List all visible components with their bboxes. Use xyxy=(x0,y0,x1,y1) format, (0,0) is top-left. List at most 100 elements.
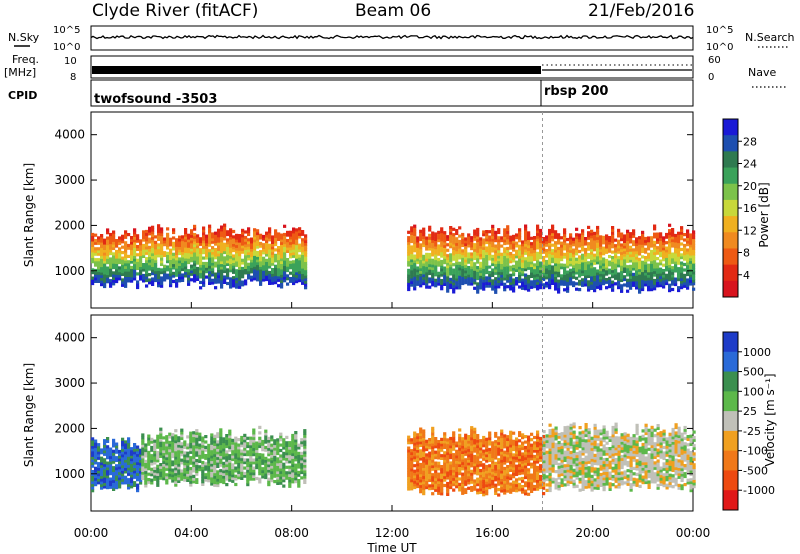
echo-cell xyxy=(626,237,630,242)
echo-cell xyxy=(253,258,257,262)
echo-cell xyxy=(488,281,492,285)
echo-cell xyxy=(246,436,250,440)
echo-cell xyxy=(446,278,450,282)
echo-cell xyxy=(294,433,298,437)
echo-cell xyxy=(141,463,145,467)
echo-cell xyxy=(139,261,143,265)
echo-cell xyxy=(629,286,633,290)
echo-cell xyxy=(222,456,226,460)
echo-cell xyxy=(428,266,432,270)
echo-cell xyxy=(599,251,603,255)
echo-cell xyxy=(563,247,567,251)
beam-title: Beam 06 xyxy=(355,1,431,21)
echo-cell xyxy=(458,452,462,457)
echo-cell xyxy=(103,450,107,454)
echo-cell xyxy=(91,464,95,468)
echo-cell xyxy=(410,460,414,464)
echo-cell xyxy=(175,279,179,283)
echo-cell xyxy=(240,468,244,472)
echo-cell xyxy=(142,273,146,278)
echo-cell xyxy=(246,458,250,462)
echo-cell xyxy=(295,236,299,240)
echo-cell xyxy=(150,473,154,477)
echo-cell xyxy=(292,254,296,258)
echo-cell xyxy=(467,435,471,439)
echo-cell xyxy=(103,279,107,283)
echo-cell xyxy=(584,247,588,252)
echo-cell xyxy=(623,234,627,238)
echo-cell xyxy=(692,279,696,283)
echo-cell xyxy=(174,456,178,460)
echo-cell xyxy=(590,254,594,258)
echo-cell xyxy=(554,257,558,261)
echo-cell xyxy=(250,267,254,271)
echo-cell xyxy=(413,224,417,228)
echo-cell xyxy=(680,226,684,230)
echo-cell xyxy=(91,246,95,250)
echo-cell xyxy=(208,268,212,272)
echo-cell xyxy=(452,252,456,256)
echo-cell xyxy=(271,262,275,266)
echo-cell xyxy=(542,286,546,290)
echo-cell xyxy=(590,278,594,282)
echo-cell xyxy=(566,259,570,263)
echo-cell xyxy=(169,273,173,277)
echo-cell xyxy=(234,469,238,473)
echo-cell xyxy=(626,259,630,263)
echo-cell xyxy=(252,439,256,443)
echo-cell xyxy=(509,455,513,459)
echo-cell xyxy=(464,433,468,437)
echo-cell xyxy=(121,283,125,287)
echo-cell xyxy=(250,237,254,241)
echo-cell xyxy=(255,441,259,445)
echo-cell xyxy=(542,239,546,243)
echo-cell xyxy=(202,261,206,266)
echo-cell xyxy=(273,441,277,446)
echo-cell xyxy=(142,243,146,248)
echo-cell xyxy=(620,235,624,239)
echo-cell xyxy=(665,235,669,239)
echo-cell xyxy=(139,448,143,452)
echo-cell xyxy=(303,480,307,484)
echo-cell xyxy=(455,261,459,265)
echo-cell xyxy=(488,257,492,261)
echo-cell xyxy=(172,255,176,259)
echo-cell xyxy=(174,483,178,487)
echo-cell xyxy=(455,267,459,271)
echo-cell xyxy=(647,277,651,281)
echo-cell xyxy=(623,250,627,254)
echo-cell xyxy=(602,273,606,278)
echo-cell xyxy=(261,467,265,471)
echo-cell xyxy=(449,450,453,454)
echo-cell xyxy=(599,248,603,253)
echo-cell xyxy=(106,447,110,452)
echo-cell xyxy=(584,272,588,276)
echo-cell xyxy=(219,439,223,443)
echo-cell xyxy=(548,267,552,271)
echo-cell xyxy=(109,279,113,283)
echo-cell xyxy=(190,270,194,274)
echo-cell xyxy=(94,271,98,275)
echo-cell xyxy=(94,439,98,443)
echo-cell xyxy=(443,252,447,256)
echo-cell xyxy=(256,237,260,241)
echo-cell xyxy=(226,271,230,275)
echo-cell xyxy=(186,459,190,463)
echo-cell xyxy=(241,236,245,241)
echo-cell xyxy=(222,480,226,485)
echo-cell xyxy=(190,231,194,236)
echo-cell xyxy=(497,488,501,492)
echo-cell xyxy=(446,289,450,293)
echo-cell xyxy=(686,270,690,274)
echo-cell xyxy=(211,278,215,282)
echo-cell xyxy=(100,258,104,262)
echo-cell xyxy=(410,473,414,477)
echo-cell xyxy=(467,266,471,270)
echo-cell xyxy=(641,271,645,275)
echo-cell xyxy=(524,492,528,496)
echo-cell xyxy=(503,469,507,473)
echo-cell xyxy=(160,284,164,288)
echo-cell xyxy=(136,461,140,465)
echo-cell xyxy=(162,436,166,440)
echo-cell xyxy=(133,228,137,232)
